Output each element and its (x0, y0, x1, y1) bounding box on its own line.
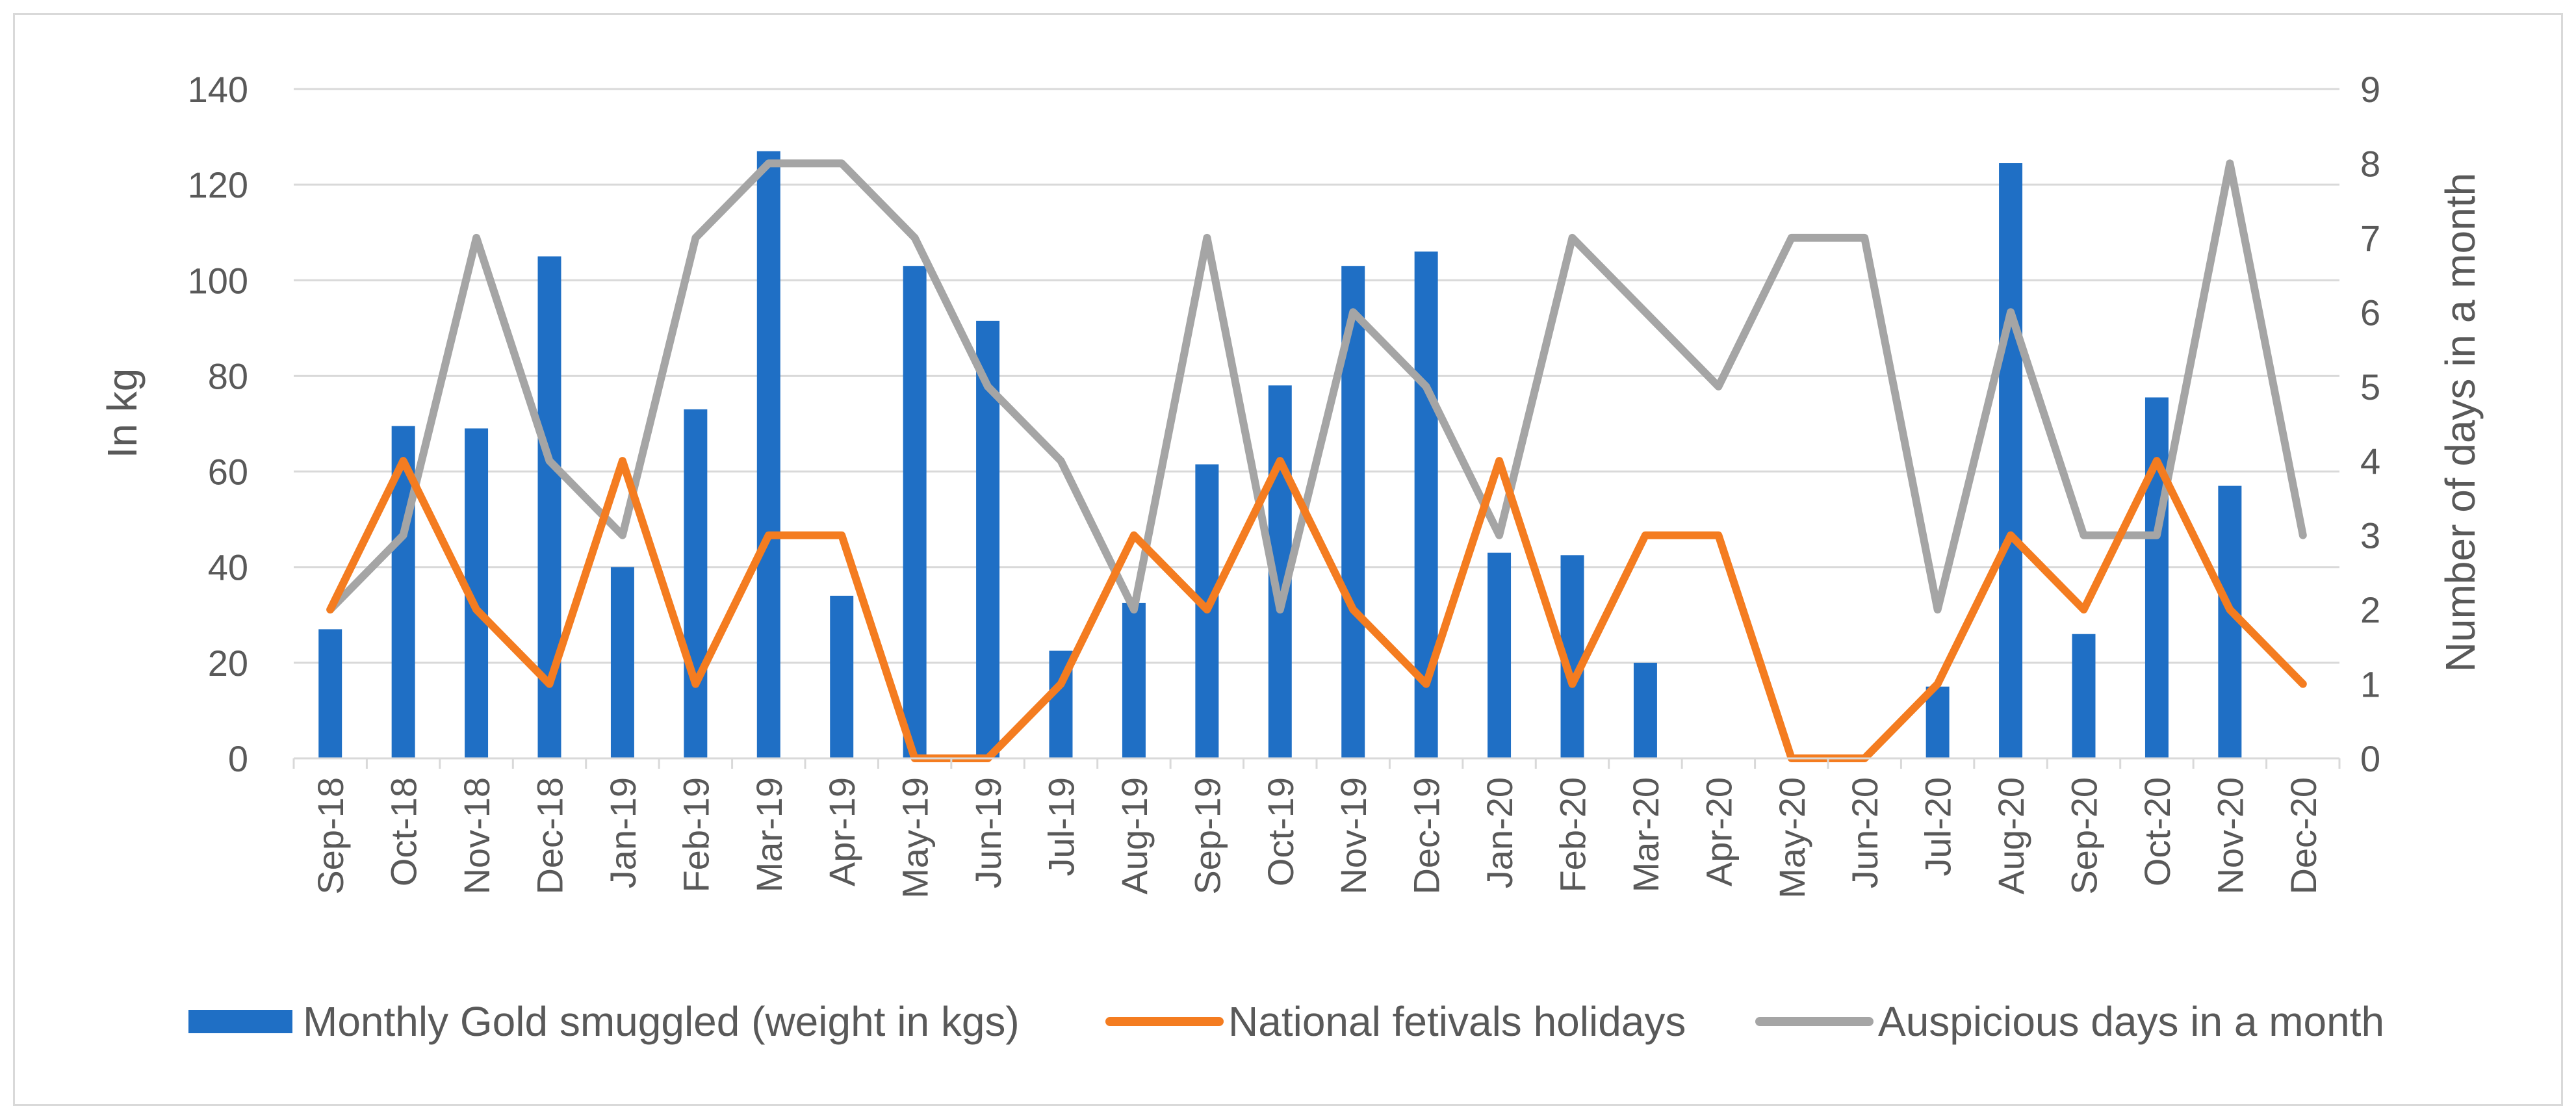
y2-tick-label: 2 (2360, 589, 2380, 630)
bar (684, 409, 708, 758)
y2-tick-label: 7 (2360, 218, 2380, 259)
x-tick-label: Sep-18 (310, 777, 351, 895)
series-line-1 (326, 457, 2307, 762)
x-tick-label: Dec-19 (1406, 777, 1447, 895)
y2-tick-label: 8 (2360, 143, 2380, 184)
y2-tick-label: 6 (2360, 292, 2380, 333)
bar (830, 595, 854, 758)
bar (1926, 686, 1950, 758)
bar (1488, 552, 1512, 758)
y2-tick-label: 0 (2360, 738, 2380, 779)
x-tick-label: Jul-19 (1041, 777, 1082, 877)
legend: Monthly Gold smuggled (weight in kgs) Na… (188, 998, 2384, 1045)
y2-tick-label: 3 (2360, 515, 2380, 556)
x-tick-label: Jan-20 (1479, 777, 1520, 888)
legend-label-holidays: National fetivals holidays (1228, 998, 1686, 1045)
x-tick-label: Feb-19 (675, 777, 716, 892)
x-tick-label: Apr-20 (1698, 777, 1739, 886)
x-tick-label: Feb-20 (1552, 777, 1593, 892)
y-tick-label: 40 (208, 547, 248, 588)
y2-tick-label: 9 (2360, 69, 2380, 110)
axes (292, 757, 2341, 769)
x-tick-label: Sep-20 (2064, 777, 2105, 895)
x-tick-label: Nov-18 (456, 777, 497, 895)
y2-tick-label: 5 (2360, 367, 2380, 407)
y-tick-label: 60 (208, 452, 248, 493)
x-tick-label: Apr-19 (821, 777, 862, 886)
y-tick-label: 20 (208, 643, 248, 684)
y-tick-label: 0 (228, 738, 248, 779)
bar (756, 151, 780, 759)
bar (318, 629, 342, 758)
bar (1999, 163, 2023, 759)
left-axis-ticks: 0 20 40 60 80 100 120 140 (188, 69, 248, 779)
y-axis-title: In kg (99, 368, 146, 459)
x-tick-label: Dec-18 (530, 777, 571, 895)
x-tick-label: Jun-19 (968, 777, 1009, 888)
bar (2072, 634, 2096, 758)
legend-swatch-gold (188, 1010, 292, 1033)
x-tick-label: Jun-20 (1844, 777, 1885, 888)
line-series (326, 159, 2307, 762)
x-tick-label: May-20 (1771, 777, 1812, 899)
x-tick-label: Jul-20 (1918, 777, 1959, 877)
bar (903, 266, 927, 758)
right-axis-ticks: 0 1 2 3 4 5 6 7 8 9 (2360, 69, 2380, 779)
x-tick-label: Nov-20 (2209, 777, 2250, 895)
x-tick-label: Aug-19 (1114, 777, 1155, 895)
bar (1122, 602, 1146, 758)
bar (2145, 397, 2169, 758)
x-tick-label: Nov-19 (1333, 777, 1374, 895)
bar-series (318, 151, 2242, 759)
x-tick-label: Jan-19 (602, 777, 643, 888)
y2-tick-label: 1 (2360, 664, 2380, 705)
x-tick-label: Mar-19 (749, 777, 790, 892)
y2-axis-title: Number of days in a month (2437, 173, 2484, 672)
x-tick-label: Dec-20 (2283, 777, 2324, 895)
y-tick-label: 80 (208, 355, 248, 396)
x-tick-label: Oct-20 (2137, 777, 2178, 886)
series-line-2 (326, 159, 2307, 614)
x-tick-label: Aug-20 (1990, 777, 2031, 895)
legend-label-gold: Monthly Gold smuggled (weight in kgs) (303, 998, 1020, 1045)
legend-label-auspicious: Auspicious days in a month (1878, 998, 2384, 1045)
y-tick-label: 120 (188, 164, 248, 205)
x-tick-label: Sep-19 (1187, 777, 1228, 895)
x-tick-label: Mar-20 (1625, 777, 1666, 892)
bar (610, 567, 634, 758)
x-tick-label: May-19 (895, 777, 936, 899)
x-axis-ticks: Sep-18 Oct-18 Nov-18 Dec-18 Jan-19 Feb-19 Mar-… (310, 777, 2324, 899)
y2-tick-label: 4 (2360, 441, 2380, 482)
y-tick-label: 100 (188, 260, 248, 301)
x-tick-label: Oct-18 (383, 777, 424, 886)
y-tick-label: 140 (188, 69, 248, 110)
x-tick-label: Oct-19 (1260, 777, 1301, 886)
bar (1633, 662, 1657, 758)
